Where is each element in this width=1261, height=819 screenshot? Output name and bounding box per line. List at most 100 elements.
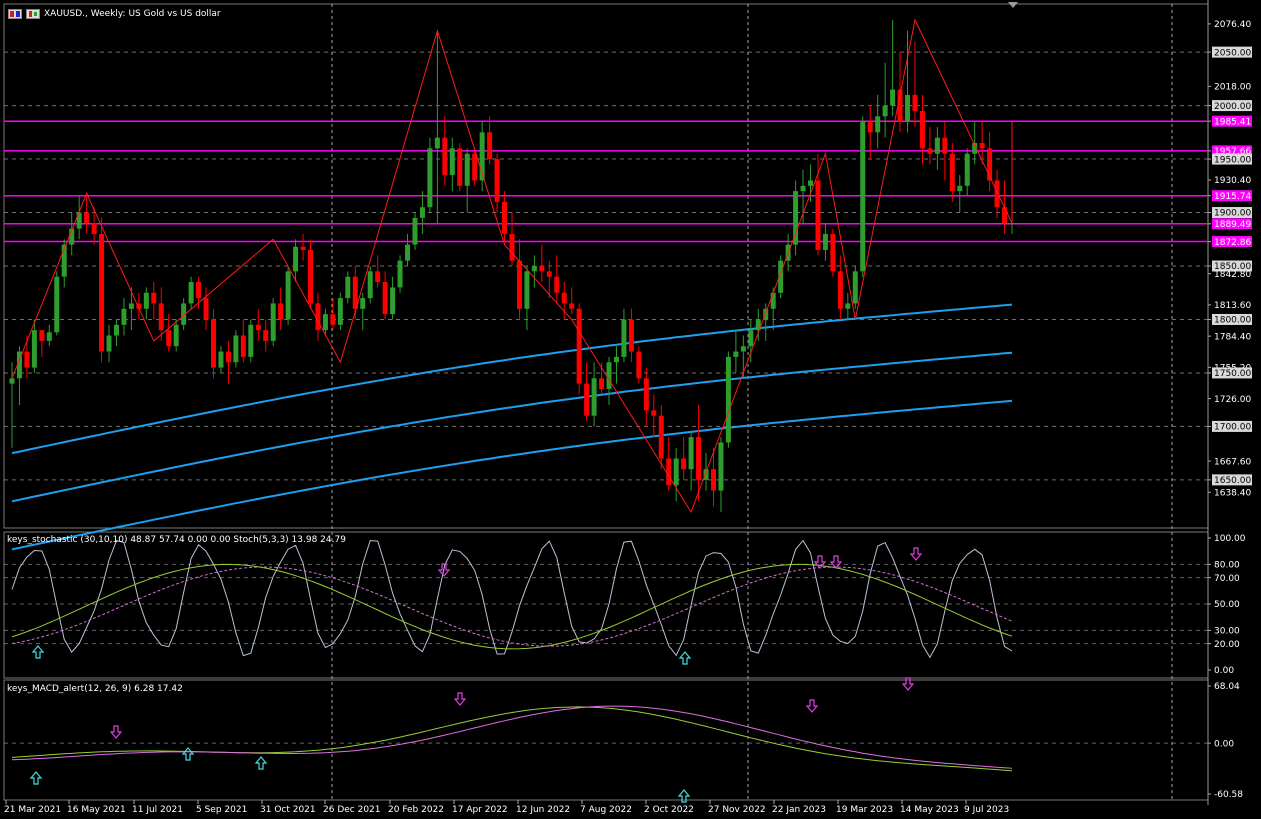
candle-body [822, 233, 828, 250]
price-tick-label: 2076.40 [1214, 20, 1251, 30]
candle-body [225, 351, 231, 363]
down-arrow-icon [901, 677, 915, 691]
time-tick-label: 27 Nov 2022 [708, 805, 766, 815]
stoch-main-line [11, 563, 1013, 650]
candle-body [561, 292, 567, 304]
candle-body [113, 324, 119, 336]
down-arrow-icon [909, 547, 923, 561]
price-label-box [1212, 190, 1252, 202]
candle-body [554, 276, 560, 293]
price-tick-label: 1667.60 [1214, 457, 1251, 467]
candle-body [315, 303, 321, 331]
candle-body [91, 223, 97, 234]
candle-body [54, 276, 60, 333]
chart-type-icon[interactable] [26, 9, 40, 19]
candle-body [942, 137, 948, 154]
price-tick-label: 2000.00 [1214, 102, 1251, 112]
price-tick-label: 1900.00 [1214, 209, 1251, 219]
candle-body [285, 271, 291, 320]
price-tick-label: 1750.00 [1214, 369, 1251, 379]
candle-body [442, 137, 448, 176]
price-tick-label: 1650.00 [1214, 476, 1251, 486]
candle-body [897, 89, 903, 122]
candle-body [419, 207, 425, 218]
down-arrow-icon [453, 692, 467, 706]
candle-body [427, 148, 433, 208]
candle-body [912, 94, 918, 111]
candle-body [964, 153, 970, 186]
candle-body [606, 362, 612, 389]
horizontal-levels[interactable] [4, 120, 1208, 243]
candle-body [919, 110, 925, 149]
candle-body [39, 330, 45, 341]
candle-body [740, 346, 746, 352]
price-label-box [1212, 46, 1252, 58]
time-tick-label: 7 Aug 2022 [580, 805, 632, 815]
candle-body [412, 217, 418, 245]
candle-body [636, 351, 642, 379]
macd-tick-label: -60.58 [1214, 790, 1243, 800]
candle-body [949, 153, 955, 192]
candle-body [673, 458, 679, 486]
macd-signal-line [11, 705, 1013, 769]
price-tick-label: 2018.00 [1214, 83, 1251, 93]
band-line [11, 303, 1013, 455]
candle-body [121, 308, 127, 325]
price-tick-label: 1889.49 [1214, 220, 1251, 230]
candle-body [375, 271, 381, 283]
candle-body [882, 105, 888, 117]
candle-body [621, 319, 627, 357]
chart-shift-icon [1008, 2, 1018, 8]
price-label-box [1212, 153, 1252, 165]
price-label-box [1212, 260, 1252, 272]
stoch-fast-line [11, 539, 1013, 659]
candle-body [128, 303, 134, 309]
candle-body [382, 282, 388, 315]
candle-body [703, 469, 709, 480]
time-tick-label: 5 Sep 2021 [196, 805, 247, 815]
price-tick-label: 1842.80 [1214, 270, 1251, 280]
candle-body [599, 378, 605, 389]
price-tick-label: 1957.66 [1214, 147, 1251, 157]
candle-body [905, 94, 911, 122]
candle-body [143, 292, 149, 309]
price-label-box [1212, 115, 1252, 127]
candle-body [725, 356, 731, 443]
candle-body [345, 276, 351, 299]
candle-body [927, 148, 933, 154]
candle-body [718, 442, 724, 491]
candle-body [681, 458, 687, 470]
time-tick-label: 21 Mar 2021 [4, 805, 61, 815]
time-tick-label: 26 Dec 2021 [323, 805, 381, 815]
macd-tick-label: 68.04 [1214, 682, 1240, 692]
candle-body [584, 383, 590, 416]
chart-menu-icon[interactable] [8, 9, 22, 19]
candle-body [248, 324, 254, 357]
candle-body [293, 246, 299, 272]
chart-title: XAUUSD., Weekly: US Gold vs US dollar [44, 9, 221, 19]
panel-frame [3, 679, 1209, 801]
candle-body [457, 148, 463, 186]
candle-body [472, 153, 478, 181]
candle-body [830, 233, 836, 272]
time-tick-label: 17 Apr 2022 [452, 805, 508, 815]
candle-body [9, 378, 15, 384]
candle-body [173, 324, 179, 347]
candle-body [502, 201, 508, 234]
stoch-tick-label: 30.00 [1214, 627, 1240, 637]
macd-lines [4, 705, 1208, 772]
candle-body [352, 276, 358, 309]
candle-body [972, 143, 978, 154]
candle-body [658, 415, 664, 459]
candle-body [934, 137, 940, 154]
panel-frame [3, 531, 1209, 679]
candle-body [628, 319, 634, 352]
stoch-tick-label: 100.00 [1214, 534, 1246, 544]
time-tick-label: 16 May 2021 [67, 805, 126, 815]
candle-body [1009, 223, 1015, 225]
candle-body [196, 282, 202, 299]
price-tick-label: 1700.00 [1214, 423, 1251, 433]
candle-body [84, 212, 90, 224]
candle-body [710, 469, 716, 491]
